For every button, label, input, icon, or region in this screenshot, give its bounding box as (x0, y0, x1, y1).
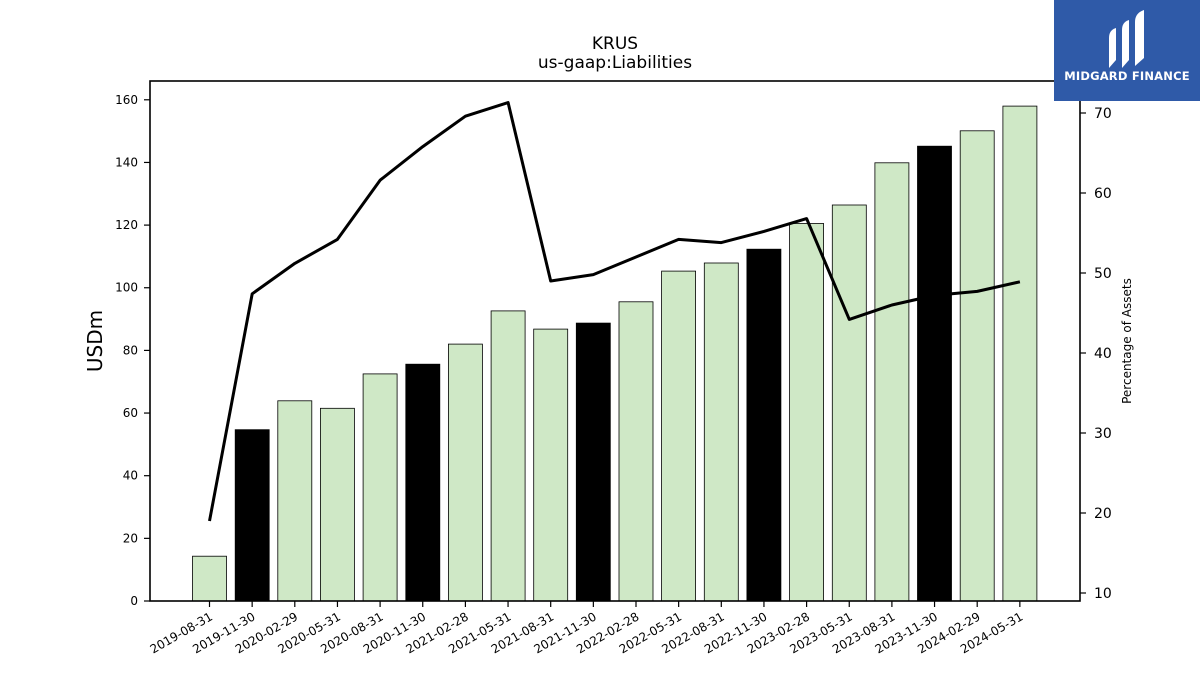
chart-subtitle: us-gaap:Liabilities (538, 53, 692, 73)
logo-text: MIDGARD FINANCE (1064, 69, 1190, 83)
percentage-of-assets-line (208, 101, 1021, 522)
bar-2019-11-30 (234, 429, 270, 602)
midgard-logo-icon (1109, 10, 1144, 68)
y-tick-label: 40 (123, 469, 138, 483)
bar-2022-11-30 (746, 248, 782, 602)
line-series (208, 101, 1021, 522)
y2-axis-label: Percentage of Assets (1120, 278, 1134, 404)
y2-tick-label: 40 (1094, 346, 1112, 362)
y-tick-label: 160 (115, 93, 138, 107)
bar-2021-11-30 (575, 322, 611, 602)
y-axis-label: USDm (83, 310, 107, 372)
y-tick-label: 80 (123, 343, 138, 357)
y-tick-label: 120 (115, 218, 138, 232)
y2-tick-label: 70 (1094, 106, 1112, 122)
bar-2019-08-31 (192, 555, 227, 602)
y2-tick-label: 60 (1094, 186, 1112, 202)
y2-tick-label: 10 (1094, 586, 1112, 602)
y-tick-label: 60 (123, 406, 138, 420)
chart-title: KRUS (592, 34, 638, 54)
y-tick-label: 140 (115, 155, 138, 169)
right-y-axis: 10 20 30 40 50 60 70 (1080, 106, 1112, 602)
bar-series (192, 105, 1038, 602)
bar-2023-05-31 (831, 204, 867, 602)
x-axis: 2019-08-312019-11-302020-02-292020-05-31… (148, 601, 1025, 656)
left-y-axis: 0 20 40 60 80 100 120 140 160 (115, 93, 150, 608)
bar-2021-08-31 (533, 328, 569, 602)
bar-2024-05-31 (1002, 105, 1038, 602)
bar-2020-02-29 (277, 400, 313, 602)
y-tick-label: 0 (130, 594, 138, 608)
bar-2021-02-28 (447, 343, 483, 602)
bar-2023-11-30 (917, 145, 952, 602)
bar-2021-05-31 (490, 310, 526, 602)
bar-2022-08-31 (703, 262, 739, 602)
bar-2022-05-31 (661, 270, 696, 602)
y2-tick-label: 20 (1094, 506, 1112, 522)
bar-2020-11-30 (405, 363, 441, 602)
y-tick-label: 20 (123, 531, 138, 545)
y2-tick-label: 50 (1094, 266, 1112, 282)
y2-tick-label: 30 (1094, 426, 1112, 442)
plot-frame (149, 80, 1081, 602)
bar-2024-02-29 (959, 130, 995, 602)
bar-2022-02-28 (618, 301, 654, 602)
brand-logo: MIDGARD FINANCE (1054, 0, 1200, 101)
bar-2023-08-31 (874, 162, 910, 602)
bar-2020-08-31 (362, 373, 398, 602)
bar-2020-05-31 (319, 407, 355, 602)
bar-2023-02-28 (789, 223, 824, 602)
y-tick-label: 100 (115, 281, 138, 295)
